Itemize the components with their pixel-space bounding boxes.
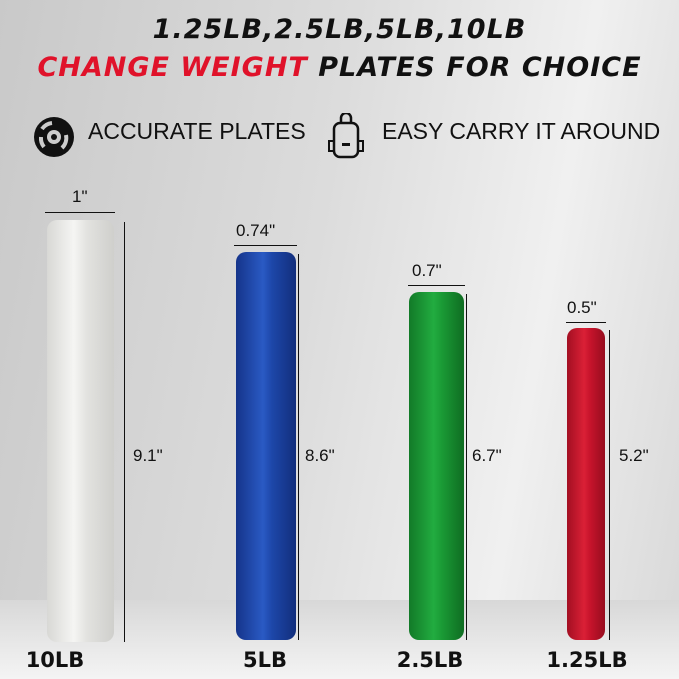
width-line [45,212,115,213]
width-label: 0.7" [412,261,442,280]
headline-weights: 1.25LB,2.5LB,5LB,10LB [152,14,527,45]
width-line [408,285,465,286]
plate-1.25lb [567,328,605,640]
height-line [298,254,299,640]
feature-accurate-plates: ACCURATE PLATES [88,118,306,144]
height-label: 6.7" [472,446,502,465]
height-line [609,330,610,640]
width-line [234,245,297,246]
plate-5lb [236,252,296,640]
headline-red: CHANGE WEIGHT [37,52,308,83]
height-label: 9.1" [133,446,163,465]
plate-2.5lb [409,292,464,640]
weight-label: 10LB [25,648,85,672]
height-line [466,294,467,640]
backpack-icon [328,113,364,159]
width-label: 1" [72,187,88,206]
weight-label: 1.25LB [546,648,628,672]
width-line [566,322,606,323]
width-label: 0.5" [567,298,597,317]
feature-easy-carry: EASY CARRY IT AROUND [382,118,661,144]
weight-plate-icon [34,117,74,157]
headline-rest: PLATES FOR CHOICE [307,52,642,83]
weight-label: 2.5LB [396,648,464,672]
height-label: 8.6" [305,446,335,465]
height-line [124,222,125,642]
height-label: 5.2" [619,446,649,465]
weight-label: 5LB [243,648,287,672]
width-label: 0.74" [236,221,276,240]
headline-tagline: CHANGE WEIGHT PLATES FOR CHOICE [0,52,679,83]
plate-10lb [47,220,114,642]
